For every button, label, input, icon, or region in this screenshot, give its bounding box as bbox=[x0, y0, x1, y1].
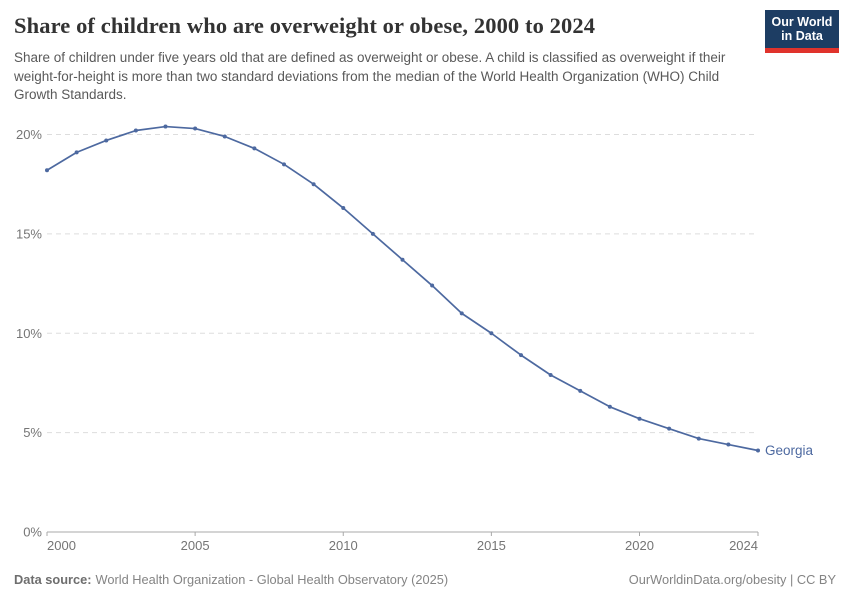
chart-footer: Data source: World Health Organization - … bbox=[14, 572, 836, 587]
chart-subtitle: Share of children under five years old t… bbox=[14, 50, 726, 103]
y-tick-label: 20% bbox=[16, 127, 42, 142]
chart-header: Share of children who are overweight or … bbox=[14, 12, 759, 105]
data-point bbox=[311, 182, 316, 187]
data-source-value: World Health Organization - Global Healt… bbox=[95, 572, 449, 587]
data-point bbox=[252, 146, 257, 151]
data-point bbox=[548, 372, 553, 377]
data-point bbox=[637, 416, 642, 421]
y-tick-label: 0% bbox=[23, 525, 42, 540]
data-point bbox=[282, 162, 286, 167]
data-point bbox=[696, 436, 701, 441]
x-tick-label: 2015 bbox=[477, 538, 506, 553]
data-point bbox=[519, 353, 523, 358]
owid-logo: Our World in Data bbox=[765, 10, 839, 53]
data-point bbox=[607, 404, 612, 409]
data-point bbox=[193, 126, 198, 131]
data-point bbox=[104, 138, 109, 143]
x-tick-label: 2005 bbox=[181, 538, 210, 553]
data-point bbox=[667, 426, 672, 431]
data-point bbox=[756, 448, 760, 453]
data-point bbox=[163, 124, 168, 129]
data-point bbox=[459, 311, 464, 316]
data-point bbox=[726, 442, 731, 447]
x-tick-label: 2010 bbox=[329, 538, 358, 553]
data-point bbox=[133, 128, 138, 133]
x-tick-label: 2024 bbox=[729, 538, 758, 553]
owid-logo-line1: Our World bbox=[771, 14, 833, 29]
data-point bbox=[74, 150, 79, 155]
data-point bbox=[222, 134, 227, 139]
data-point bbox=[578, 388, 583, 393]
license-note: OurWorldinData.org/obesity | CC BY bbox=[628, 572, 836, 587]
data-point bbox=[370, 231, 375, 236]
y-tick-label: 10% bbox=[16, 326, 42, 341]
series-end-label: Georgia bbox=[765, 443, 814, 458]
x-tick-label: 2020 bbox=[625, 538, 654, 553]
page-title: Share of children who are overweight or … bbox=[14, 13, 596, 38]
series-line bbox=[46, 125, 759, 452]
data-point bbox=[400, 257, 405, 262]
y-tick-label: 5% bbox=[23, 425, 42, 440]
data-point bbox=[341, 206, 346, 211]
data-point bbox=[430, 283, 435, 288]
data-point bbox=[45, 168, 49, 173]
data-source-label: Data source: bbox=[14, 572, 92, 587]
owid-logo-line2: in Data bbox=[781, 29, 823, 43]
x-tick-label: 2000 bbox=[47, 538, 76, 553]
data-source: Data source: World Health Organization - … bbox=[14, 572, 448, 587]
data-point bbox=[489, 331, 494, 336]
y-tick-label: 15% bbox=[16, 226, 42, 241]
